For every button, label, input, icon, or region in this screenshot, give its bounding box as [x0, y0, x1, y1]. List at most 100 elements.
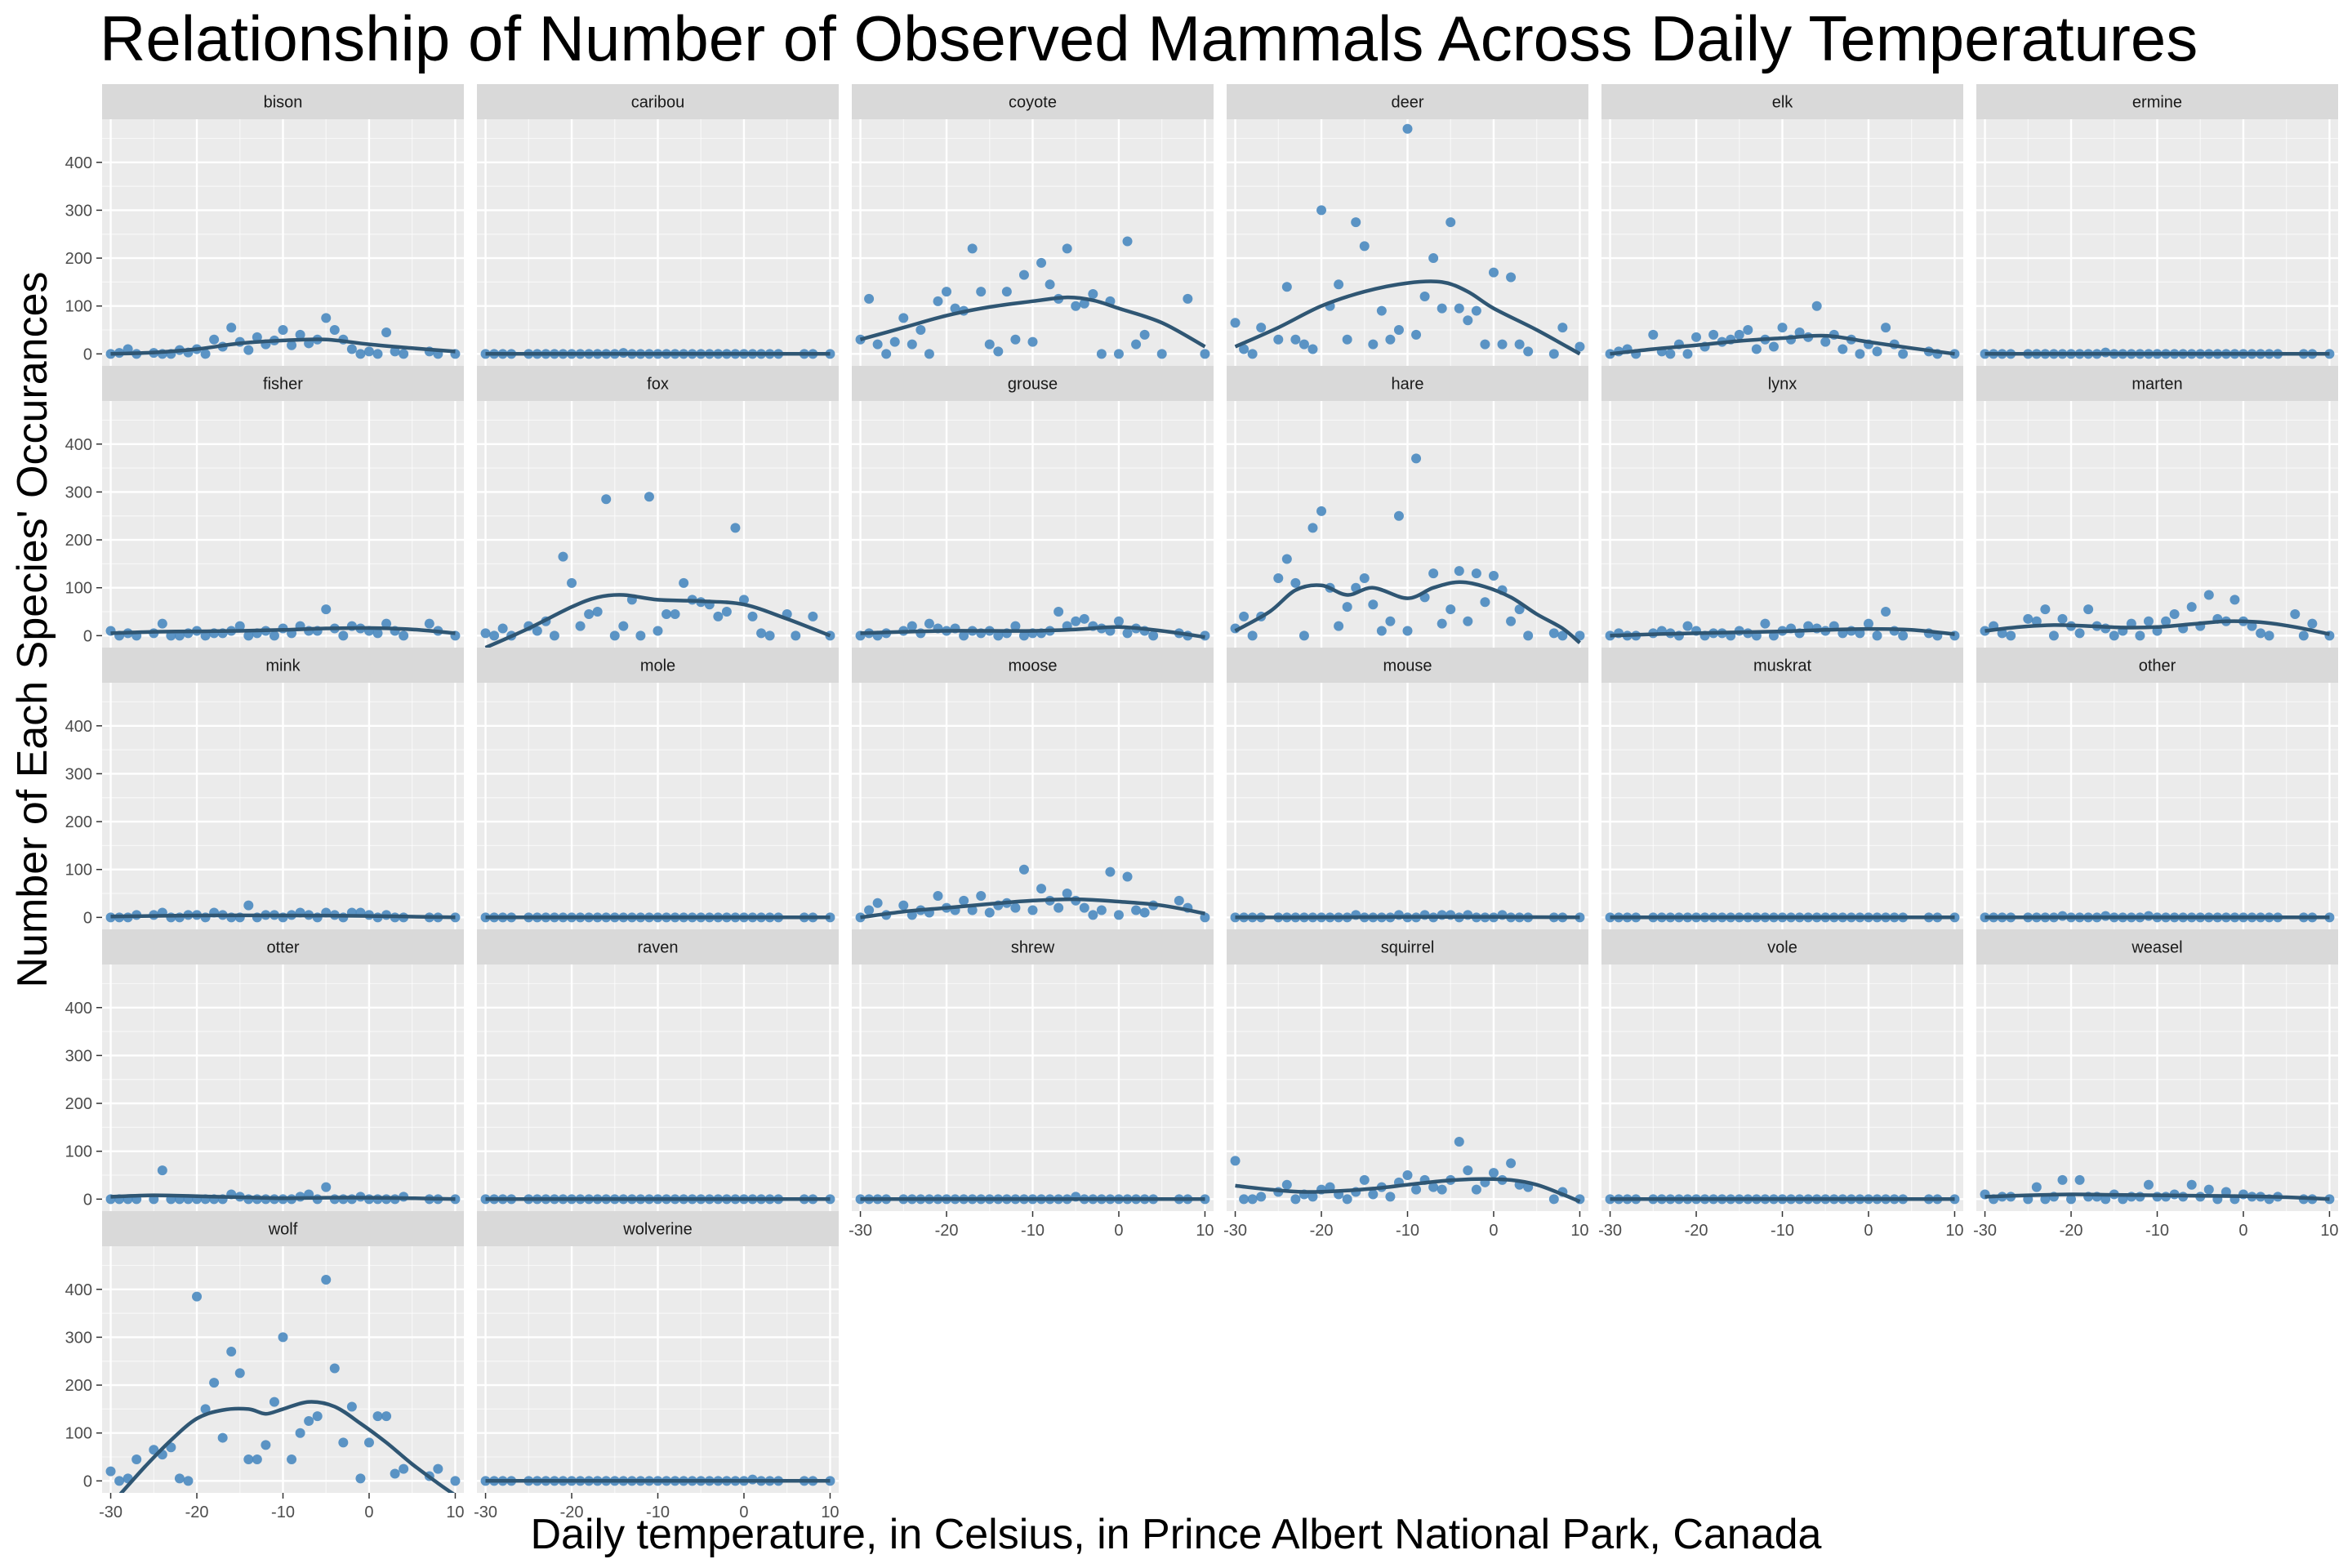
data-point	[1471, 1184, 1481, 1195]
data-point	[924, 618, 934, 629]
data-point	[1131, 905, 1142, 915]
data-point	[1368, 1189, 1379, 1200]
x-tick-label: -30	[1973, 1222, 1997, 1240]
chart-title: Relationship of Number of Observed Mamma…	[100, 2, 2198, 74]
x-tick-label: -30	[849, 1222, 872, 1240]
data-point	[321, 1275, 332, 1285]
data-point	[2031, 1182, 2042, 1192]
facet-strip	[1976, 929, 2338, 964]
data-point	[1777, 323, 1788, 333]
data-point	[1402, 123, 1413, 134]
data-point	[1497, 339, 1508, 350]
data-point	[653, 626, 663, 636]
data-point	[1820, 336, 1831, 347]
facet-strip-label: wolf	[268, 1221, 298, 1239]
data-point	[1575, 630, 1585, 641]
facet-moose: moose	[852, 648, 1214, 929]
data-point	[243, 1454, 254, 1464]
data-point	[1239, 611, 1250, 621]
y-tick-label: 200	[65, 1095, 92, 1113]
data-point	[1079, 613, 1089, 624]
data-point	[192, 1291, 203, 1302]
data-point	[532, 626, 542, 636]
data-point	[1488, 1168, 1499, 1178]
data-point	[1062, 889, 1072, 899]
data-point	[2031, 616, 2042, 626]
data-point	[200, 630, 211, 641]
facet-strip	[102, 84, 464, 119]
data-point	[1148, 630, 1159, 641]
data-point	[226, 1347, 237, 1357]
facet-strip-label: fox	[647, 376, 669, 394]
data-point	[889, 336, 900, 347]
x-tick-label: -20	[1685, 1222, 1708, 1240]
x-tick-label: -20	[185, 1503, 209, 1521]
data-point	[217, 1432, 228, 1443]
x-tick-label: -10	[2145, 1222, 2169, 1240]
facet-fox: fox	[477, 366, 839, 648]
data-point	[1811, 301, 1822, 311]
data-point	[1575, 341, 1585, 352]
data-point	[2006, 630, 2016, 641]
data-point	[993, 346, 1004, 357]
data-point	[363, 346, 374, 357]
data-point	[984, 339, 995, 350]
data-point	[1480, 597, 1490, 608]
data-point	[2186, 1179, 2197, 1190]
data-point	[1454, 1136, 1464, 1147]
data-point	[2186, 602, 2197, 612]
data-point	[1036, 884, 1047, 894]
x-tick-label: -10	[271, 1503, 295, 1521]
facet-raven: raven	[477, 929, 839, 1211]
y-tick-label: 300	[65, 1329, 92, 1347]
data-point	[1523, 630, 1534, 641]
data-point	[558, 551, 568, 562]
x-tick-label: 0	[2238, 1222, 2247, 1240]
x-tick-label: 10	[821, 1503, 839, 1521]
data-point	[1691, 332, 1702, 342]
data-point	[915, 325, 926, 336]
data-point	[2066, 1194, 2077, 1205]
facet-mink: mink 0 100 200 300 400	[65, 648, 464, 929]
data-point	[497, 623, 508, 634]
data-point	[662, 608, 672, 619]
data-point	[346, 1401, 357, 1412]
facet-strip-label: lynx	[1768, 376, 1797, 394]
data-point	[2307, 618, 2318, 629]
data-point	[1872, 630, 1882, 641]
data-point	[967, 905, 978, 915]
facet-marten: marten	[1976, 366, 2338, 648]
data-point	[898, 900, 909, 911]
data-point	[1113, 910, 1124, 920]
data-point	[1881, 323, 1891, 333]
data-point	[1122, 236, 1133, 247]
y-tick-label: 200	[65, 250, 92, 268]
facet-strip-label: wolverine	[622, 1221, 692, 1239]
data-point	[1872, 346, 1882, 357]
data-point	[1454, 566, 1464, 577]
data-point	[1290, 577, 1301, 588]
data-point	[1079, 902, 1089, 913]
data-point	[993, 630, 1004, 641]
facet-wolf: wolf 0 100 200 300 400 -30 -20 -10 0 10	[65, 1211, 465, 1521]
data-point	[747, 611, 758, 621]
data-point	[1342, 602, 1352, 612]
facet-strip	[852, 929, 1214, 964]
data-point	[592, 607, 603, 617]
data-point	[252, 332, 262, 342]
y-tick-label: 0	[83, 627, 92, 645]
data-point	[2109, 630, 2119, 641]
data-point	[355, 1473, 366, 1484]
data-point	[1088, 910, 1098, 920]
data-point	[933, 890, 943, 901]
facet-strip	[1227, 84, 1588, 119]
data-point	[363, 1437, 374, 1448]
data-point	[670, 608, 680, 619]
data-point	[1139, 329, 1150, 340]
data-point	[226, 323, 237, 333]
data-point	[1001, 287, 1012, 297]
data-point	[1863, 618, 1873, 629]
data-point	[329, 1363, 340, 1374]
smooth-line	[860, 625, 1205, 639]
facet-strip-label: deer	[1391, 94, 1423, 112]
